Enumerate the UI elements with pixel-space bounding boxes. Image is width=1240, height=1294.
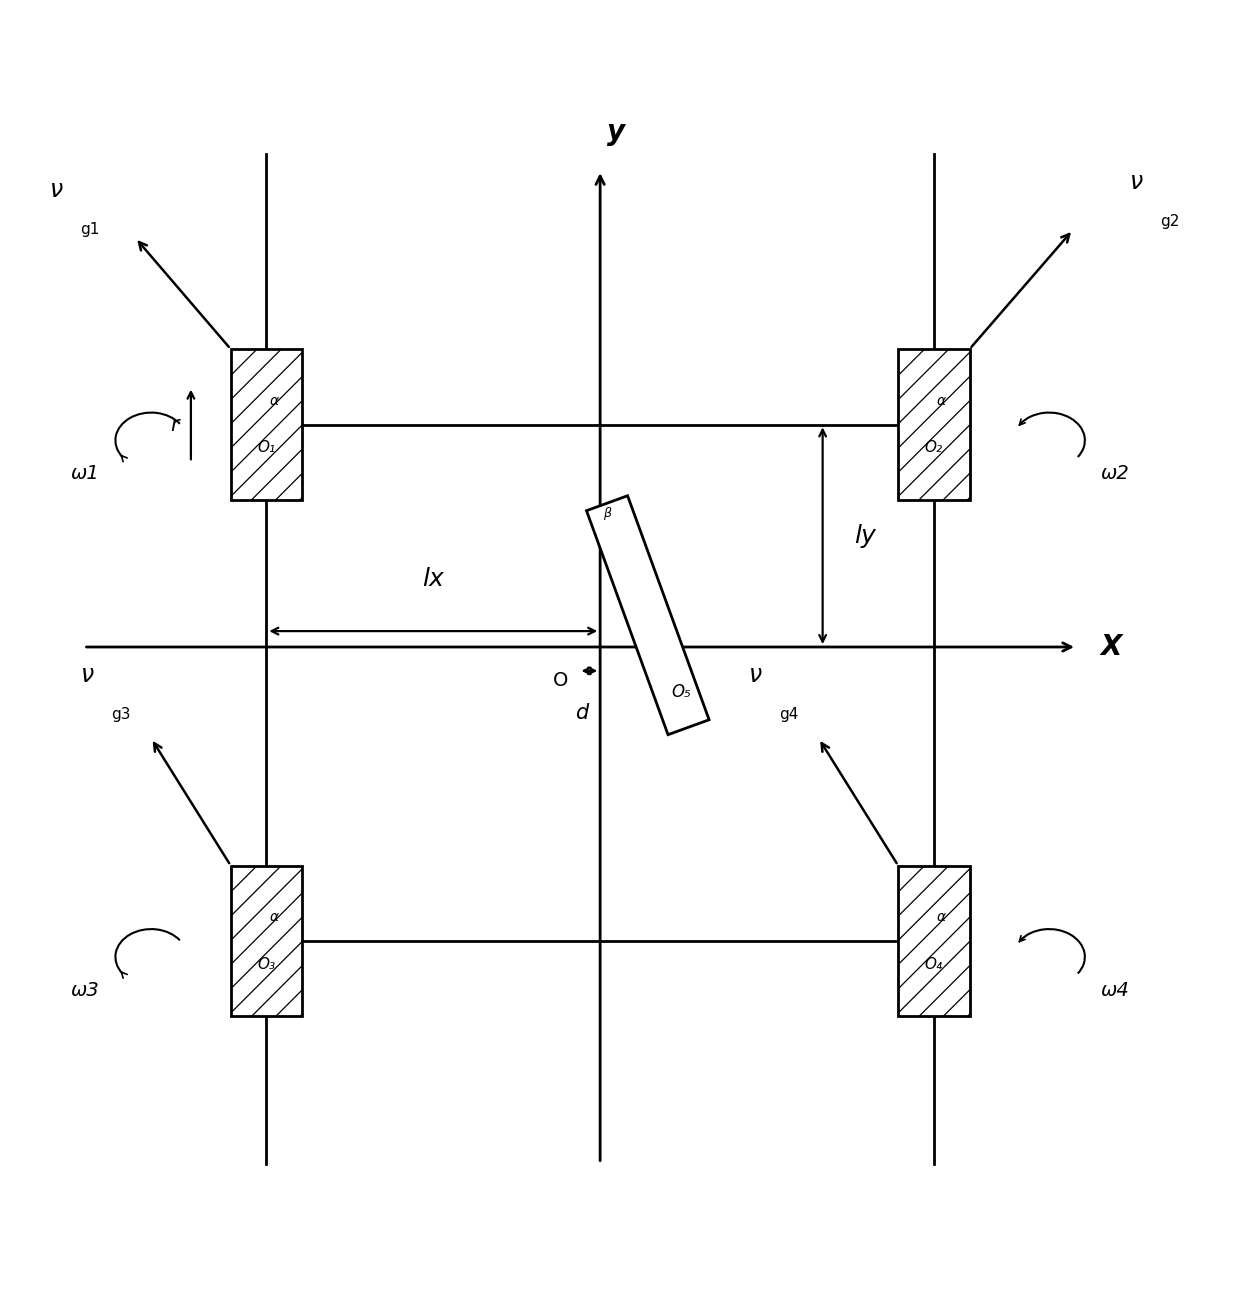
Bar <box>231 349 303 499</box>
Text: g4: g4 <box>779 707 799 722</box>
Text: O₁: O₁ <box>258 440 275 455</box>
Text: $\nu$: $\nu$ <box>81 663 95 687</box>
Text: O₃: O₃ <box>258 956 275 972</box>
Text: d: d <box>575 703 588 722</box>
Text: O: O <box>553 670 568 690</box>
Text: ly: ly <box>854 524 877 547</box>
Bar <box>898 866 970 1017</box>
Bar <box>231 866 303 1017</box>
Text: g1: g1 <box>79 221 99 237</box>
Text: $\nu$: $\nu$ <box>48 179 63 202</box>
Text: O₅: O₅ <box>672 683 692 701</box>
Text: g2: g2 <box>1161 214 1179 229</box>
Text: $\alpha$: $\alpha$ <box>269 910 280 924</box>
Text: r: r <box>170 414 179 435</box>
Text: g3: g3 <box>112 707 131 722</box>
Text: O₂: O₂ <box>925 440 942 455</box>
Text: $\nu$: $\nu$ <box>748 663 763 687</box>
Text: $\alpha$: $\alpha$ <box>936 393 947 408</box>
Bar <box>898 866 970 1017</box>
Bar <box>231 349 303 499</box>
Bar <box>231 349 303 499</box>
Text: O₄: O₄ <box>925 956 942 972</box>
Text: $\alpha$: $\alpha$ <box>269 393 280 408</box>
Bar <box>898 866 970 1017</box>
Bar <box>231 866 303 1017</box>
Text: ω2: ω2 <box>1101 465 1130 483</box>
Text: y: y <box>606 118 625 146</box>
Text: ω1: ω1 <box>71 465 99 483</box>
Bar <box>898 349 970 499</box>
Text: $\beta$: $\beta$ <box>604 506 613 523</box>
Text: X: X <box>1101 633 1122 661</box>
Text: $\nu$: $\nu$ <box>1130 170 1143 194</box>
Text: ω4: ω4 <box>1101 981 1130 1000</box>
Bar <box>231 866 303 1017</box>
Polygon shape <box>587 496 709 735</box>
Bar <box>898 349 970 499</box>
Text: lx: lx <box>423 567 444 591</box>
Bar <box>898 349 970 499</box>
Text: $\alpha$: $\alpha$ <box>936 910 947 924</box>
Text: ω3: ω3 <box>71 981 99 1000</box>
